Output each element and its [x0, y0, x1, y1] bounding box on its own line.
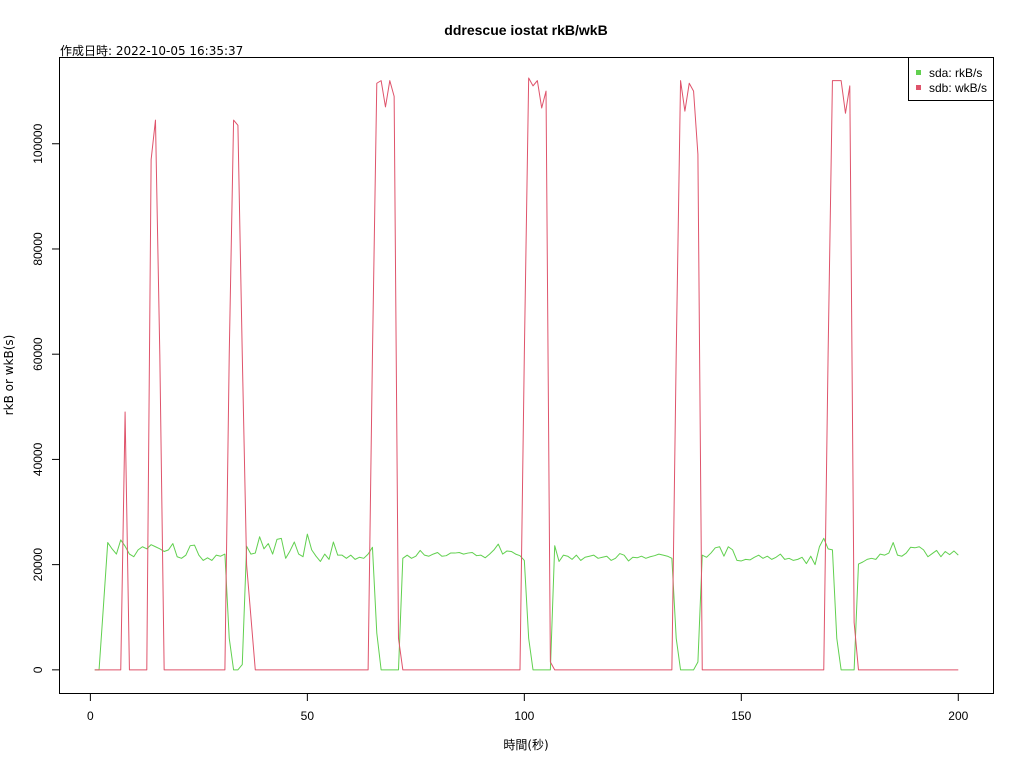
x-tick-label: 150: [731, 709, 751, 723]
legend-swatch-sdb: [916, 85, 921, 90]
y-tick-label: 100000: [31, 123, 45, 163]
series-line-sdb: [94, 77, 959, 671]
series-layer: [94, 77, 959, 671]
chart-title: ddrescue iostat rkB/wkB: [444, 22, 607, 38]
y-tick-label: 80000: [31, 232, 45, 266]
x-axis-label: 時間(秒): [503, 738, 548, 752]
legend-entry-sdb: sdb: wkB/s: [929, 81, 987, 95]
creation-timestamp: 作成日時: 2022-10-05 16:35:37: [60, 44, 243, 58]
x-tick-label: 200: [948, 709, 968, 723]
legend: sda: rkB/s sdb: wkB/s: [908, 57, 994, 101]
x-tick-label: 0: [87, 709, 94, 723]
y-tick-label: 60000: [31, 337, 45, 371]
y-tick-label: 40000: [31, 442, 45, 476]
x-tick-label: 100: [514, 709, 534, 723]
series-line-sda: [94, 533, 959, 671]
y-axis: 0 20000 40000 60000 80000 100000: [31, 123, 60, 673]
y-tick-label: 0: [31, 666, 45, 673]
y-axis-label: rkB or wkB(s): [2, 335, 16, 416]
y-tick-label: 20000: [31, 548, 45, 582]
legend-box: [908, 57, 994, 101]
legend-entry-sda: sda: rkB/s: [929, 66, 982, 80]
legend-swatch-sda: [916, 70, 921, 75]
x-axis: 0 50 100 150 200: [87, 693, 969, 723]
x-tick-label: 50: [301, 709, 315, 723]
